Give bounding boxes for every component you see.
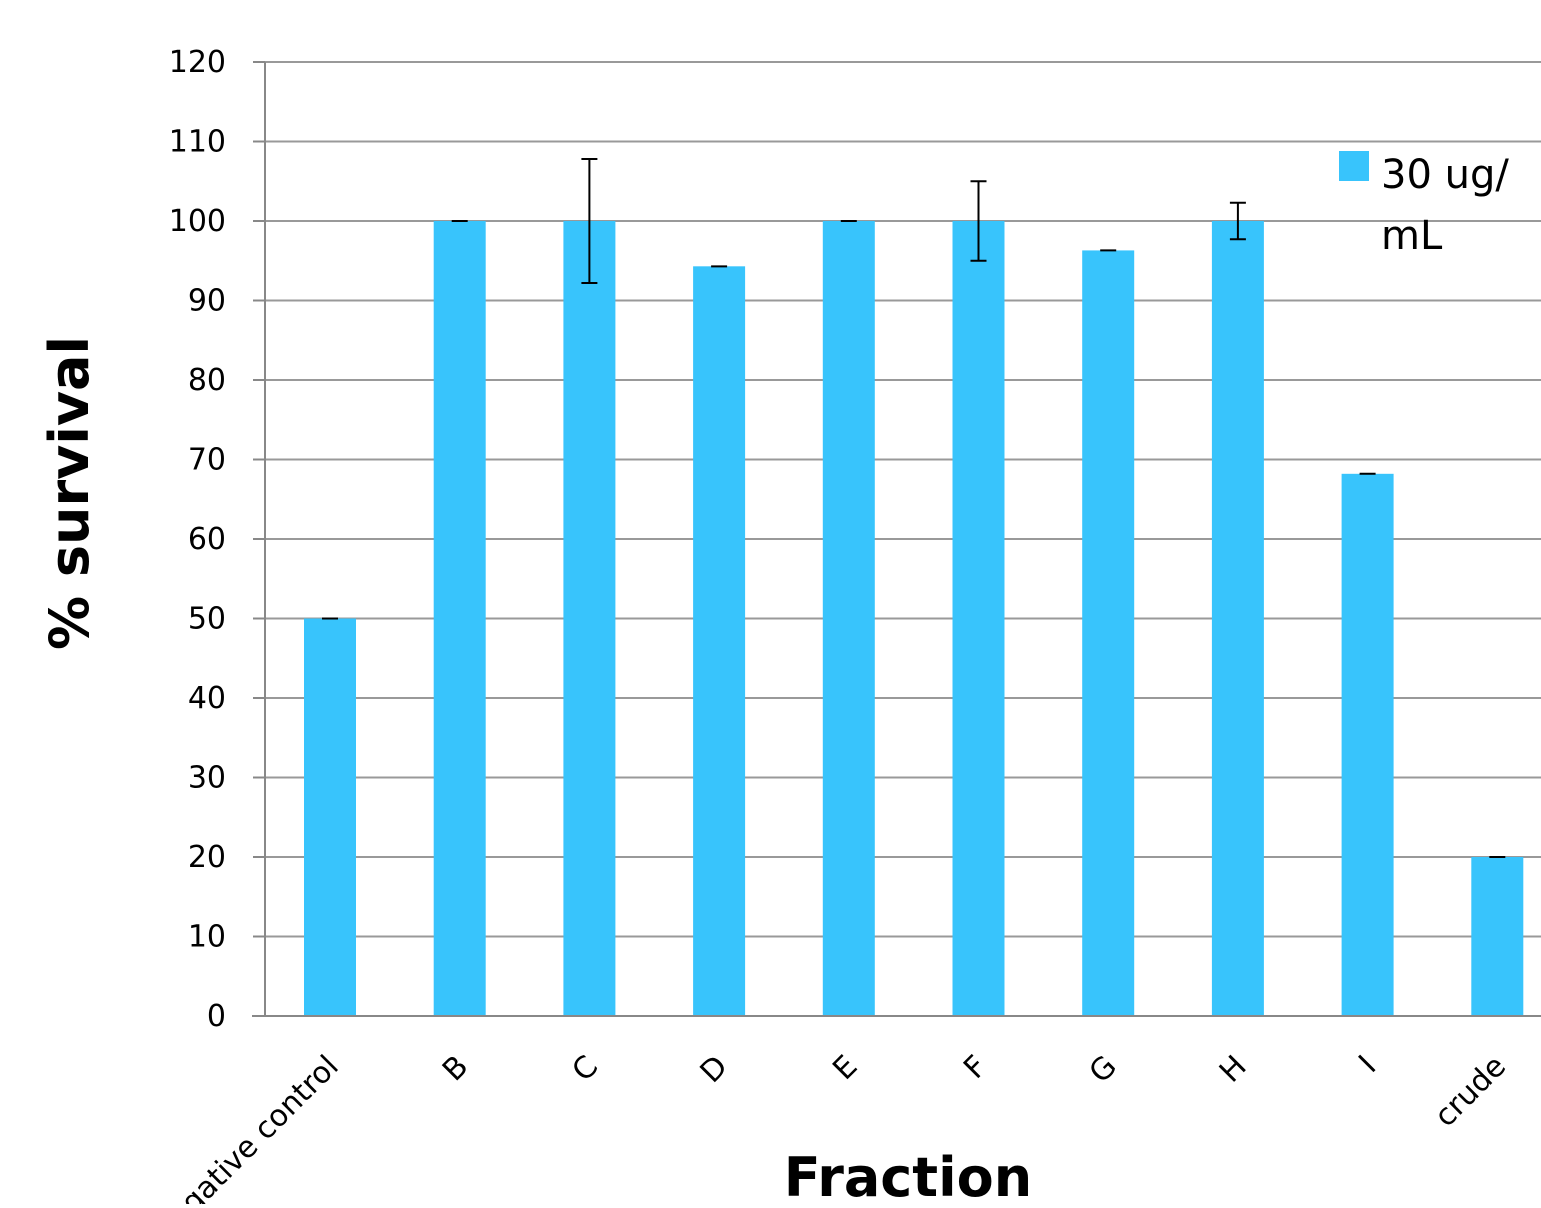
legend: 30 ug/ mL [1339,151,1509,259]
x-tick-label: H [1213,1049,1254,1090]
y-tick-label: 110 [169,125,226,160]
y-tick-label: 90 [188,284,226,319]
legend-label-line-2: mL [1381,213,1443,259]
bar [563,221,616,1016]
legend-label-line-1: 30 ug/ [1381,152,1509,198]
bar [1341,473,1394,1016]
x-tick-label: F [957,1049,994,1086]
y-axis-title: % survival [38,336,101,650]
x-tick-label: D [694,1049,735,1090]
y-tick-label: 100 [169,204,226,239]
y-tick-label: 40 [188,681,226,716]
x-tick-label: negative control [148,1049,346,1204]
bar [693,266,746,1016]
bar [304,618,356,1016]
y-tick-label: 20 [188,840,226,875]
y-tick-label: 10 [188,920,226,955]
x-tick-label: crude [1428,1049,1513,1134]
axes [252,61,1541,1017]
y-tick-label: 50 [188,602,226,637]
x-axis-title: Fraction [784,1146,1032,1204]
error-bars [322,157,1506,858]
x-tick-label: E [826,1049,864,1087]
bars [304,221,1524,1017]
bar [1082,250,1135,1017]
y-tick-label: 0 [207,999,226,1034]
x-tick-label: I [1352,1049,1383,1080]
bar [1211,221,1264,1016]
y-tick-label: 120 [169,45,226,80]
y-tick-label: 80 [188,363,226,398]
legend-swatch [1339,151,1369,181]
x-tick-label: B [436,1049,475,1088]
bar [822,221,875,1016]
x-tick-label: G [1083,1049,1124,1090]
y-tick-label: 30 [188,761,226,796]
y-tick-label: 60 [188,522,226,557]
bar [952,221,1005,1016]
x-tick-label: C [565,1049,605,1089]
y-tick-labels: 0 10 20 30 40 50 60 70 80 90 100 110 120 [169,45,226,1034]
bar [433,221,486,1016]
bar [1471,857,1524,1016]
y-tick-label: 70 [188,443,226,478]
